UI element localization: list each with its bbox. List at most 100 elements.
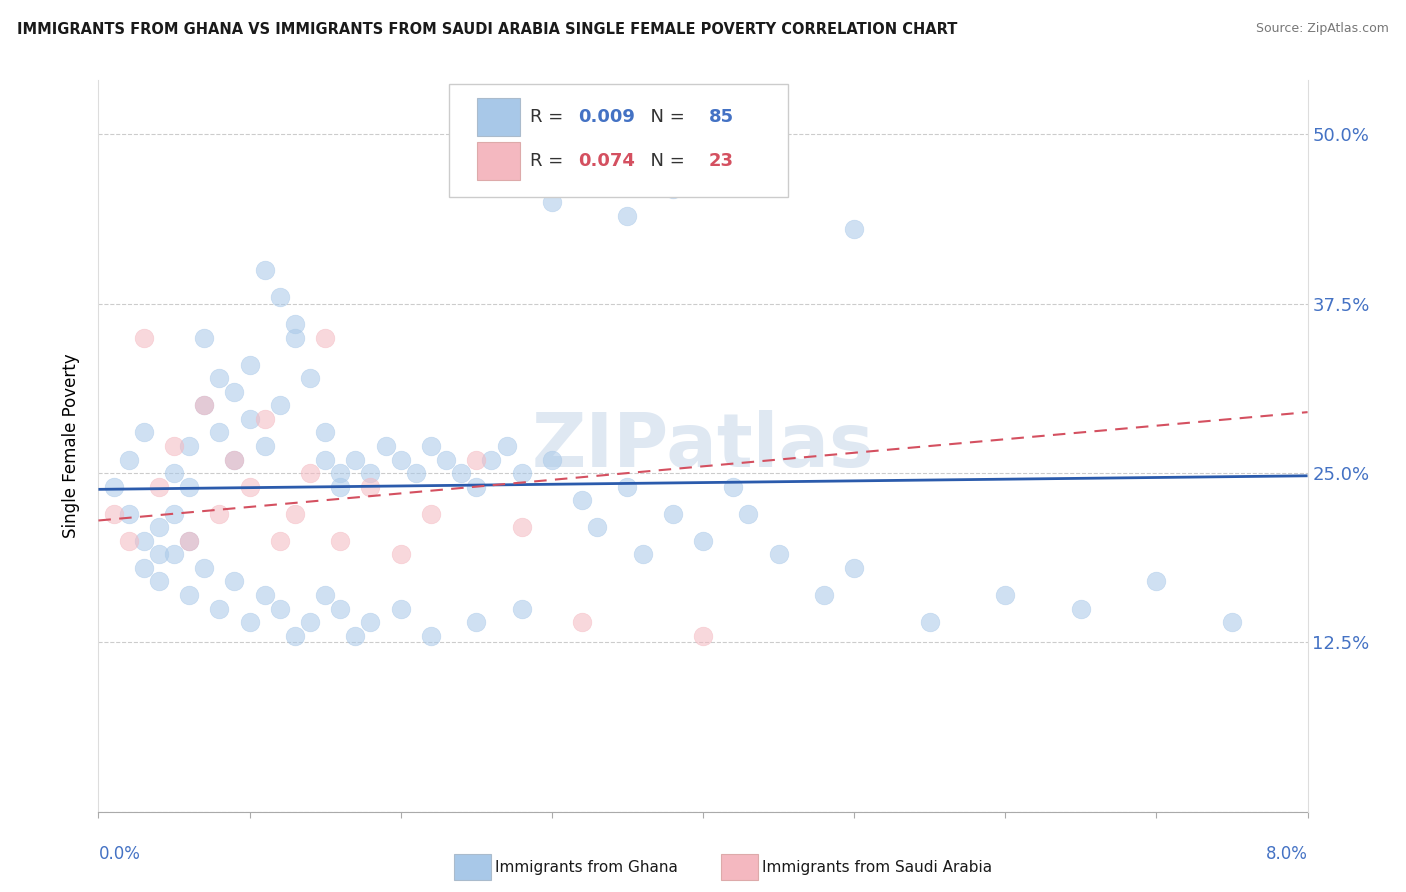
Point <box>269 533 291 548</box>
Text: 85: 85 <box>709 108 734 126</box>
Point <box>434 452 457 467</box>
Text: 23: 23 <box>709 152 734 169</box>
Point <box>284 331 307 345</box>
Point <box>360 615 382 629</box>
Point <box>405 466 427 480</box>
Point <box>420 439 443 453</box>
Point <box>661 181 683 195</box>
Point <box>299 466 322 480</box>
Point <box>284 317 307 331</box>
Point <box>269 601 291 615</box>
Point <box>344 629 367 643</box>
Point <box>253 439 276 453</box>
Point <box>163 466 186 480</box>
Y-axis label: Single Female Poverty: Single Female Poverty <box>62 354 80 538</box>
Point <box>208 601 231 615</box>
Point <box>389 547 412 561</box>
FancyBboxPatch shape <box>477 98 520 136</box>
Text: 0.074: 0.074 <box>578 152 636 169</box>
FancyBboxPatch shape <box>449 84 787 197</box>
Point <box>481 452 503 467</box>
Point <box>269 398 291 412</box>
Point <box>420 629 443 643</box>
Point <box>631 547 654 561</box>
Point <box>374 439 396 453</box>
Point <box>540 195 562 210</box>
Point <box>510 520 533 534</box>
Point <box>148 520 170 534</box>
Point <box>465 615 488 629</box>
Point <box>723 168 745 182</box>
Point <box>465 452 488 467</box>
Point <box>118 507 141 521</box>
Text: 8.0%: 8.0% <box>1265 845 1308 863</box>
Point <box>360 466 382 480</box>
Point <box>844 561 866 575</box>
Point <box>208 507 231 521</box>
Point <box>540 452 562 467</box>
Point <box>813 588 835 602</box>
Point <box>1146 574 1168 589</box>
Point <box>253 588 276 602</box>
Point <box>148 480 170 494</box>
Point <box>103 507 125 521</box>
Point <box>208 425 231 440</box>
Point <box>661 507 683 521</box>
Point <box>253 412 276 426</box>
Point <box>284 507 307 521</box>
Point <box>239 412 262 426</box>
Point <box>360 480 382 494</box>
Point <box>269 290 291 304</box>
Point <box>239 615 262 629</box>
Point <box>284 629 307 643</box>
Point <box>253 263 276 277</box>
Point <box>389 452 412 467</box>
Point <box>586 520 609 534</box>
Point <box>571 615 593 629</box>
Text: N =: N = <box>638 108 690 126</box>
Point <box>193 561 215 575</box>
Point <box>299 615 322 629</box>
Point <box>179 439 201 453</box>
Point <box>148 547 170 561</box>
Text: R =: R = <box>530 152 569 169</box>
Point <box>389 601 412 615</box>
Point <box>179 533 201 548</box>
Point <box>239 358 262 372</box>
Point <box>344 452 367 467</box>
Text: 0.009: 0.009 <box>578 108 636 126</box>
Point <box>844 222 866 236</box>
Point <box>737 507 759 521</box>
Point <box>616 480 638 494</box>
Point <box>103 480 125 494</box>
Text: R =: R = <box>530 108 569 126</box>
Point <box>616 209 638 223</box>
Point <box>118 452 141 467</box>
Point <box>224 452 246 467</box>
Point <box>329 480 352 494</box>
Text: N =: N = <box>638 152 690 169</box>
Point <box>329 466 352 480</box>
Point <box>314 425 336 440</box>
Point <box>193 398 215 412</box>
Point <box>314 452 336 467</box>
Point <box>163 439 186 453</box>
Text: Immigrants from Saudi Arabia: Immigrants from Saudi Arabia <box>762 860 993 874</box>
Point <box>768 547 790 561</box>
Point <box>179 480 201 494</box>
Text: ZIPatlas: ZIPatlas <box>531 409 875 483</box>
Point <box>224 452 246 467</box>
Text: Source: ZipAtlas.com: Source: ZipAtlas.com <box>1256 22 1389 36</box>
Point <box>314 331 336 345</box>
Point <box>224 574 246 589</box>
Point <box>1070 601 1092 615</box>
Point <box>495 439 517 453</box>
Point <box>118 533 141 548</box>
Point <box>239 480 262 494</box>
Point <box>450 466 472 480</box>
Point <box>1220 615 1243 629</box>
Point <box>148 574 170 589</box>
Point <box>314 588 336 602</box>
Point <box>510 601 533 615</box>
Point <box>420 507 443 521</box>
